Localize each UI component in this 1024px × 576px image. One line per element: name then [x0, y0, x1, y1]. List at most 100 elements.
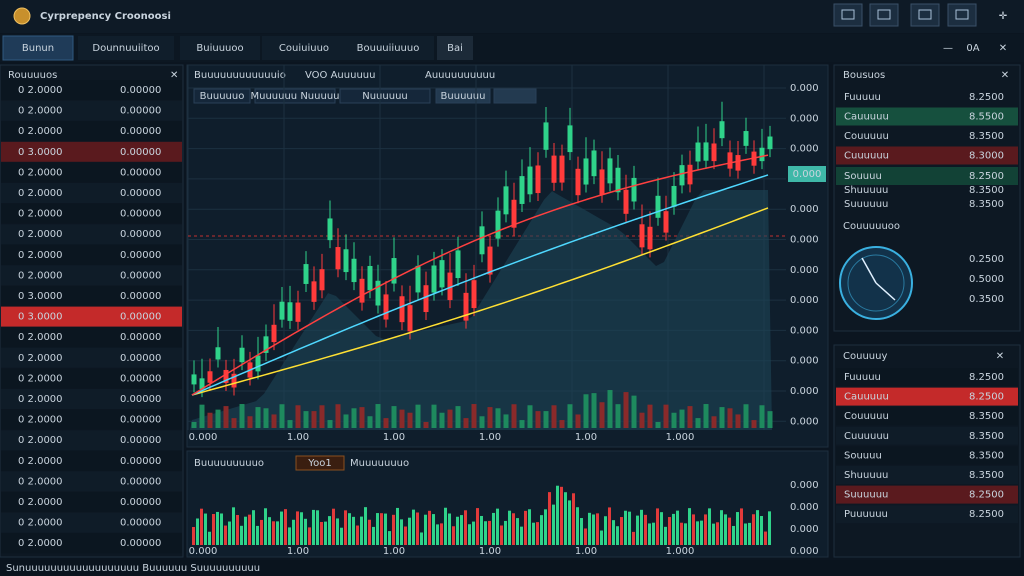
candle-body	[327, 218, 333, 241]
candle-body	[351, 258, 357, 283]
candle-body	[663, 211, 669, 233]
toolbar-button[interactable]	[869, 3, 899, 27]
tab[interactable]	[437, 36, 473, 60]
table-row	[836, 446, 1018, 465]
x-tick-label: 1.00	[287, 546, 309, 557]
volume-bar	[680, 522, 683, 545]
table-row	[836, 368, 1018, 386]
toolbar-button[interactable]	[833, 3, 863, 27]
table-row	[836, 107, 1018, 126]
candle-body	[575, 168, 581, 196]
window-control[interactable]: ✕	[999, 43, 1007, 54]
candle-body	[583, 158, 589, 185]
settings-icon[interactable]: ✛	[999, 11, 1008, 22]
candle-body	[415, 265, 421, 293]
volume-bar	[220, 513, 223, 545]
toolbar-button[interactable]	[947, 3, 977, 27]
volume-bar	[564, 492, 567, 545]
close-icon[interactable]: ✕	[170, 70, 178, 81]
moving-average	[191, 207, 769, 396]
volume-bar	[639, 412, 645, 428]
row-value: 0.00000	[120, 538, 161, 549]
tab[interactable]	[2, 35, 74, 61]
candle-body	[191, 374, 197, 385]
row-value: 8.2500	[969, 372, 1004, 383]
row-value: 0.00000	[120, 209, 161, 220]
row-label: Shuuuuu	[844, 185, 888, 196]
volume-bar	[480, 515, 483, 545]
toolbar-button[interactable]	[910, 3, 940, 27]
candle-body	[391, 258, 397, 284]
volume-bar	[328, 516, 331, 545]
volume-bar	[271, 414, 277, 428]
candle-body	[199, 378, 205, 390]
panel-title: Couuuuy	[843, 351, 887, 362]
price-tag	[788, 166, 826, 182]
row-label: Suuuuuu	[844, 490, 888, 501]
volume-bar	[352, 516, 355, 545]
tab[interactable]	[262, 36, 346, 60]
table-row	[836, 466, 1018, 484]
row-value: 0 2.0000	[18, 476, 63, 487]
volume-bar	[608, 507, 611, 545]
volume-bar	[359, 407, 365, 428]
volume-bar	[192, 527, 195, 545]
row-value: 8.3500	[969, 411, 1004, 422]
row-value: 8.3500	[969, 450, 1004, 461]
table-row	[1, 533, 182, 554]
volume-bar	[336, 518, 339, 545]
row-label: Souuuu	[844, 450, 882, 461]
row-label: Couuuuu	[844, 411, 889, 422]
window-control[interactable]: 0A	[966, 43, 979, 54]
tab[interactable]	[342, 36, 434, 60]
toolbar-icon	[955, 9, 969, 20]
table-row	[1, 430, 182, 451]
volume-bar	[527, 405, 533, 428]
candle-body	[503, 186, 509, 215]
table-row	[1, 162, 182, 183]
toolbar-icon	[841, 9, 855, 20]
row-value: 8.3000	[969, 151, 1004, 162]
tab-label: Dounnuuiitoo	[92, 43, 159, 54]
close-icon[interactable]: ✕	[996, 351, 1004, 362]
volume-bar	[360, 516, 363, 545]
row-value: 0 3.0000	[18, 312, 63, 323]
row-value: 0 3.0000	[18, 147, 63, 158]
table-row	[1, 471, 182, 492]
y-tick-label: 0.000	[790, 83, 819, 94]
candle-body	[679, 165, 685, 186]
tab[interactable]	[180, 36, 260, 60]
volume-bar	[207, 412, 213, 428]
chart-tag: Yoo1	[307, 458, 331, 469]
close-icon[interactable]: ✕	[1001, 70, 1009, 81]
volume-bar	[492, 512, 495, 545]
volume-bar	[428, 510, 431, 545]
volume-bar	[584, 528, 587, 545]
x-tick-label: 1.00	[479, 546, 501, 557]
volume-bar	[695, 418, 701, 428]
tab[interactable]	[78, 36, 174, 60]
volume-bar	[767, 411, 773, 428]
candle-body	[471, 280, 477, 309]
window-control[interactable]: —	[943, 43, 953, 54]
row-value: 0.00000	[120, 147, 161, 158]
volume-bar	[636, 515, 639, 545]
candle-body	[431, 265, 437, 293]
table-row	[1, 512, 182, 533]
volume-bar	[511, 404, 517, 428]
volume-bar	[500, 525, 503, 545]
candle-body	[607, 158, 613, 184]
volume-bar	[620, 517, 623, 545]
table-row	[836, 407, 1018, 426]
candle-body	[631, 177, 637, 202]
x-tick-label: 0.000	[189, 546, 218, 557]
volume-bar	[319, 405, 325, 428]
volume-bar	[588, 512, 591, 545]
table-row	[1, 389, 182, 409]
candle-body	[295, 302, 301, 322]
volume-bar	[212, 514, 215, 545]
volume-bar	[432, 514, 435, 545]
row-value: 0 2.0000	[18, 209, 63, 220]
volume-bar	[487, 407, 493, 428]
volume-bar	[292, 519, 295, 545]
